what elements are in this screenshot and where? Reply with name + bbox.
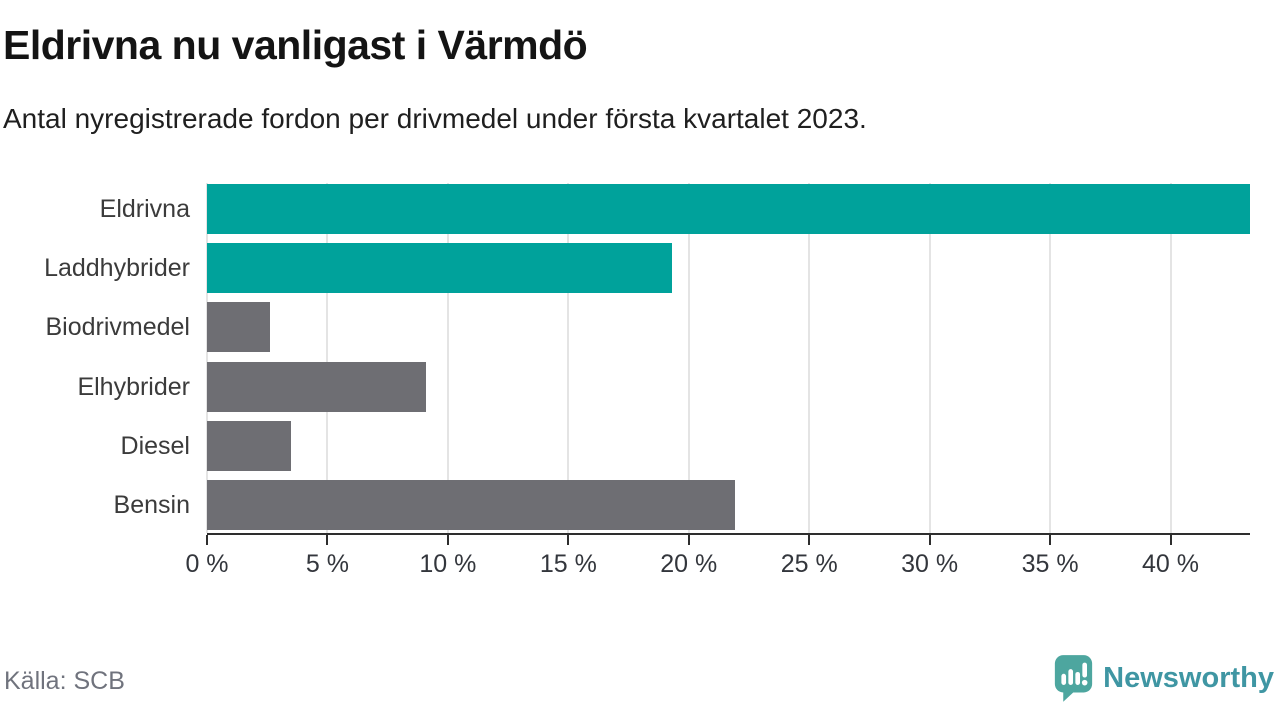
x-axis-tick-label-35: 35 % xyxy=(1021,550,1079,578)
chart-title: Eldrivna nu vanligast i Värmdö xyxy=(3,22,588,68)
bar-biodrivmedel xyxy=(207,302,270,353)
newsworthy-logo-icon xyxy=(1055,655,1093,702)
bar-chart-plot-area: Eldrivna Laddhybrider Biodrivmedel Elhybrid… xyxy=(44,183,1250,578)
x-axis-tick-label-20: 20 % xyxy=(660,550,718,578)
bar-elhybrider xyxy=(207,361,427,412)
chart-subtitle: Antal nyregistrerade fordon per drivmede… xyxy=(3,103,867,134)
bar-diesel xyxy=(207,420,292,471)
category-label-bensin: Bensin xyxy=(113,491,190,519)
category-label-diesel: Diesel xyxy=(120,431,190,460)
category-label-laddhybrider: Laddhybrider xyxy=(44,254,190,283)
x-axis-tick-label-15: 15 % xyxy=(539,550,597,578)
x-axis-tick-5 xyxy=(326,535,329,545)
newsworthy-logo: Newsworthy xyxy=(1053,653,1274,703)
x-axis-tick-label-10: 10 % xyxy=(419,550,477,578)
gridline-20 xyxy=(687,183,690,533)
gridline-40 xyxy=(1169,183,1172,533)
gridline-10 xyxy=(446,183,449,533)
newsworthy-logo-text: Newsworthy xyxy=(1103,661,1274,694)
x-axis-tick-label-30: 30 % xyxy=(901,550,959,578)
x-axis-tick-30 xyxy=(928,535,931,545)
x-axis-tick-25 xyxy=(808,535,811,545)
category-label-biodrivmedel: Biodrivmedel xyxy=(45,313,190,342)
x-axis-tick-label-40: 40 % xyxy=(1142,550,1199,578)
x-axis-tick-15 xyxy=(567,535,570,545)
category-label-elhybrider: Elhybrider xyxy=(77,372,190,401)
x-axis-tick-label-25: 25 % xyxy=(780,550,838,578)
gridline-30 xyxy=(928,183,931,533)
x-axis-tick-40 xyxy=(1169,535,1172,545)
gridline-35 xyxy=(1049,183,1052,533)
bar-eldrivna xyxy=(207,184,1250,234)
x-axis-tick-10 xyxy=(446,535,449,545)
source-note: Källa: SCB xyxy=(4,667,125,695)
gridline-15 xyxy=(567,183,570,533)
x-axis-tick-35 xyxy=(1049,535,1052,545)
x-axis-tick-label-5: 5 % xyxy=(305,550,349,578)
x-axis-tick-20 xyxy=(687,535,690,545)
x-axis-line xyxy=(207,533,1250,535)
gridline-25 xyxy=(808,183,811,533)
bar-bensin xyxy=(207,480,735,530)
bar-laddhybrider xyxy=(207,243,672,294)
x-axis-tick-0 xyxy=(206,535,208,545)
gridline-0 xyxy=(206,183,208,533)
gridline-5 xyxy=(326,183,329,533)
x-axis-tick-label-0: 0 % xyxy=(185,550,229,578)
category-label-eldrivna: Eldrivna xyxy=(99,195,190,223)
